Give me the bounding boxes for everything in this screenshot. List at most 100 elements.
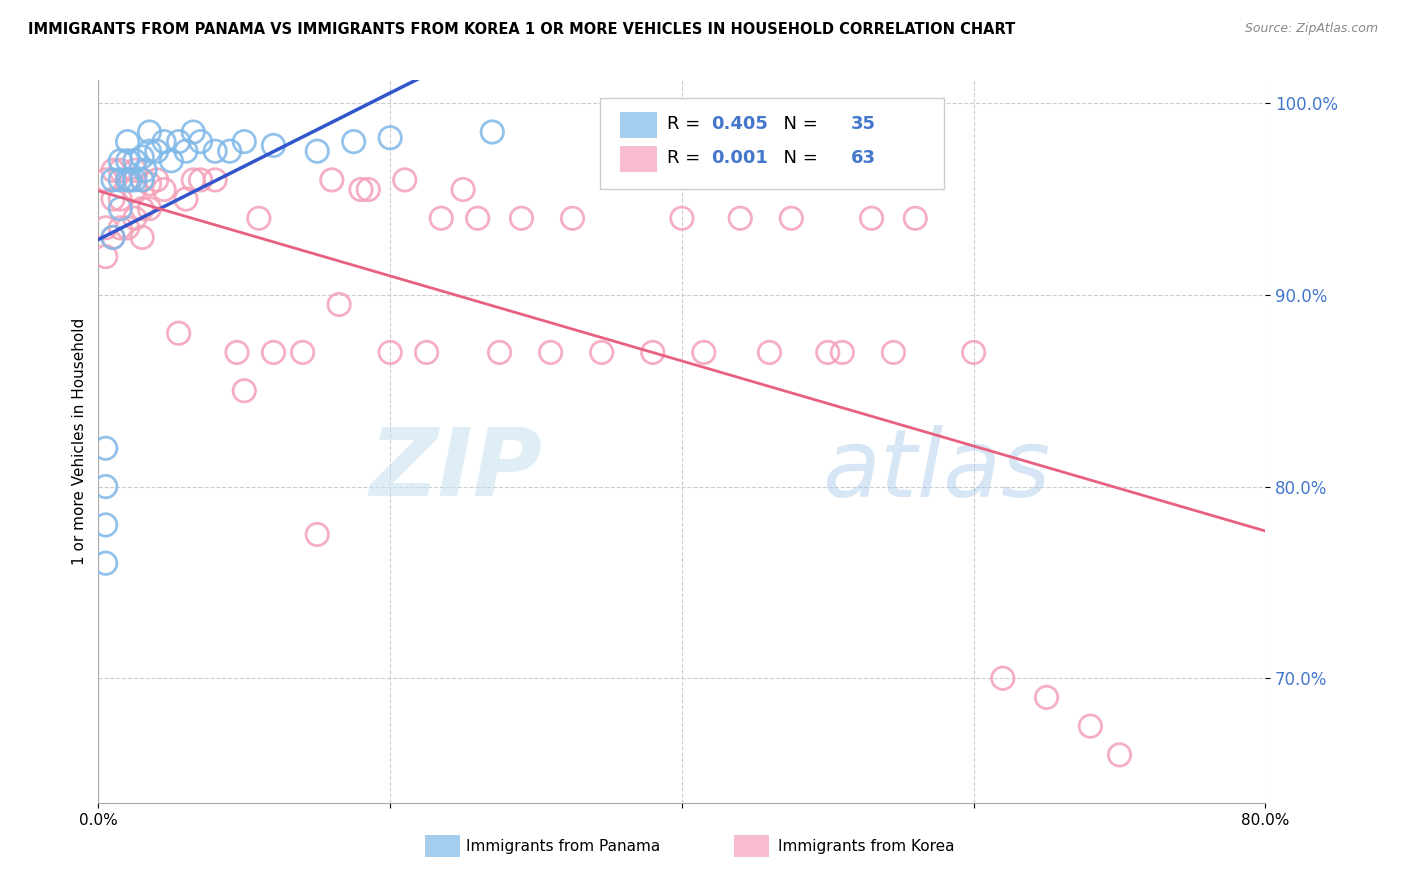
Point <box>394 173 416 187</box>
Point <box>817 345 839 359</box>
Y-axis label: 1 or more Vehicles in Household: 1 or more Vehicles in Household <box>72 318 87 566</box>
Text: 63: 63 <box>851 149 876 167</box>
Point <box>146 144 169 158</box>
Point <box>153 135 176 149</box>
Point <box>167 135 190 149</box>
Point <box>991 671 1014 685</box>
Point <box>540 345 562 359</box>
Point <box>94 173 117 187</box>
Point <box>138 177 160 191</box>
Point <box>415 345 437 359</box>
Point <box>124 211 146 226</box>
Point <box>117 173 139 187</box>
Point <box>110 163 132 178</box>
Point <box>730 211 752 226</box>
Point <box>451 182 474 196</box>
Point <box>591 345 613 359</box>
Point <box>481 125 503 139</box>
Point <box>262 138 284 153</box>
Text: R =: R = <box>666 149 706 167</box>
Point <box>860 211 883 226</box>
Point <box>131 173 153 187</box>
Point <box>190 173 212 187</box>
Point <box>204 173 226 187</box>
Point <box>131 173 153 187</box>
Point <box>124 153 146 168</box>
Point <box>488 345 510 359</box>
Text: IMMIGRANTS FROM PANAMA VS IMMIGRANTS FROM KOREA 1 OR MORE VEHICLES IN HOUSEHOLD : IMMIGRANTS FROM PANAMA VS IMMIGRANTS FRO… <box>28 22 1015 37</box>
Text: 0.405: 0.405 <box>711 115 768 133</box>
Text: Immigrants from Korea: Immigrants from Korea <box>778 838 955 854</box>
Point <box>1035 690 1057 705</box>
Point <box>153 182 176 196</box>
Text: atlas: atlas <box>823 425 1050 516</box>
Point <box>131 202 153 216</box>
Point <box>138 125 160 139</box>
Point <box>343 135 366 149</box>
Text: N =: N = <box>772 115 824 133</box>
Point <box>430 211 453 226</box>
Point <box>328 297 350 311</box>
Point <box>110 202 132 216</box>
Point <box>693 345 716 359</box>
Point <box>307 527 329 541</box>
Point <box>160 153 183 168</box>
Point <box>94 442 117 456</box>
Point <box>124 163 146 178</box>
Point <box>233 135 256 149</box>
Point <box>117 135 139 149</box>
Point <box>117 220 139 235</box>
Text: N =: N = <box>772 149 824 167</box>
Point <box>380 345 402 359</box>
Point <box>247 211 270 226</box>
Point <box>138 144 160 158</box>
Point <box>321 173 343 187</box>
Point <box>167 326 190 341</box>
Point <box>510 211 533 226</box>
FancyBboxPatch shape <box>425 835 460 857</box>
Point <box>101 163 124 178</box>
Point <box>758 345 780 359</box>
FancyBboxPatch shape <box>620 112 658 138</box>
Point <box>94 220 117 235</box>
Point <box>181 173 204 187</box>
Point <box>110 173 132 187</box>
Point <box>641 345 664 359</box>
Point <box>233 384 256 398</box>
Point <box>962 345 984 359</box>
Point <box>94 250 117 264</box>
Point <box>181 125 204 139</box>
Point <box>190 135 212 149</box>
Point <box>117 153 139 168</box>
Point <box>110 192 132 206</box>
Point <box>307 144 329 158</box>
Text: Immigrants from Panama: Immigrants from Panama <box>465 838 661 854</box>
Point <box>1080 719 1102 733</box>
Point <box>134 163 156 178</box>
Point <box>350 182 373 196</box>
FancyBboxPatch shape <box>620 146 658 172</box>
Point <box>780 211 803 226</box>
Point <box>561 211 583 226</box>
Point <box>904 211 927 226</box>
Point <box>110 153 132 168</box>
Point <box>101 230 124 244</box>
Point <box>146 173 169 187</box>
Point <box>138 202 160 216</box>
Point <box>120 173 142 187</box>
Point <box>124 182 146 196</box>
Point <box>110 220 132 235</box>
Text: R =: R = <box>666 115 706 133</box>
Point <box>124 173 146 187</box>
Text: ZIP: ZIP <box>368 425 541 516</box>
Text: 0.001: 0.001 <box>711 149 768 167</box>
Point <box>291 345 314 359</box>
Point <box>262 345 284 359</box>
Point <box>204 144 226 158</box>
Point <box>467 211 489 226</box>
Point <box>174 192 197 206</box>
Point <box>831 345 853 359</box>
Point <box>101 230 124 244</box>
FancyBboxPatch shape <box>734 835 769 857</box>
Point <box>882 345 904 359</box>
